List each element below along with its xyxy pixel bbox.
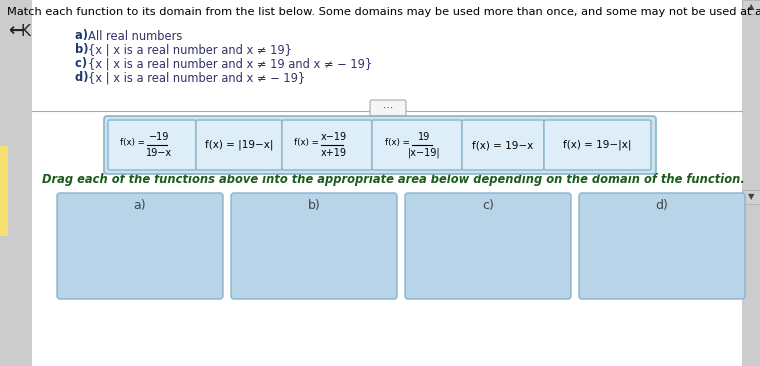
FancyBboxPatch shape — [405, 193, 571, 299]
Text: x−19: x−19 — [321, 132, 347, 142]
Text: f(x) = 19−|x|: f(x) = 19−|x| — [563, 140, 632, 150]
Text: f(x) =: f(x) = — [385, 138, 410, 147]
Text: b): b) — [308, 199, 321, 213]
Text: ←: ← — [8, 22, 24, 40]
Text: x+19: x+19 — [321, 148, 347, 158]
FancyBboxPatch shape — [104, 116, 656, 174]
Text: −19: −19 — [149, 132, 169, 142]
Bar — [742, 190, 760, 204]
Text: d): d) — [75, 71, 93, 85]
FancyBboxPatch shape — [370, 100, 406, 116]
Text: ▼: ▼ — [748, 193, 754, 202]
Text: |x−19|: |x−19| — [407, 148, 440, 158]
FancyBboxPatch shape — [462, 120, 544, 170]
Text: Match each function to its domain from the list below. Some domains may be used : Match each function to its domain from t… — [8, 7, 760, 17]
Text: f(x) =: f(x) = — [294, 138, 319, 147]
Text: c): c) — [75, 57, 91, 71]
Text: f(x) = |19−x|: f(x) = |19−x| — [204, 140, 274, 150]
FancyBboxPatch shape — [372, 120, 462, 170]
Text: 19−x: 19−x — [146, 148, 172, 158]
Text: K: K — [21, 23, 31, 38]
Text: b): b) — [75, 44, 93, 56]
FancyBboxPatch shape — [108, 120, 196, 170]
Bar — [0, 0, 32, 366]
Text: ▲: ▲ — [748, 3, 754, 11]
FancyBboxPatch shape — [579, 193, 745, 299]
Text: a): a) — [75, 30, 92, 42]
FancyBboxPatch shape — [231, 193, 397, 299]
Text: 19: 19 — [418, 132, 430, 142]
FancyBboxPatch shape — [57, 193, 223, 299]
Text: {x | x is a real number and x ≠ − 19}: {x | x is a real number and x ≠ − 19} — [88, 71, 306, 85]
Text: c): c) — [482, 199, 494, 213]
Text: f(x) = 19−x: f(x) = 19−x — [473, 140, 534, 150]
Text: f(x) =: f(x) = — [120, 138, 145, 147]
FancyBboxPatch shape — [544, 120, 651, 170]
Bar — [742, 0, 760, 14]
FancyBboxPatch shape — [282, 120, 372, 170]
Text: d): d) — [656, 199, 669, 213]
Text: ⋯: ⋯ — [383, 103, 393, 113]
Text: Drag each of the functions above into the appropriate area below depending on th: Drag each of the functions above into th… — [42, 172, 745, 186]
Text: {x | x is a real number and x ≠ 19}: {x | x is a real number and x ≠ 19} — [88, 44, 292, 56]
Bar — [0, 146, 8, 236]
Text: All real numbers: All real numbers — [88, 30, 182, 42]
Text: a): a) — [134, 199, 147, 213]
FancyBboxPatch shape — [196, 120, 282, 170]
Text: {x | x is a real number and x ≠ 19 and x ≠ − 19}: {x | x is a real number and x ≠ 19 and x… — [88, 57, 372, 71]
Bar — [742, 0, 760, 366]
